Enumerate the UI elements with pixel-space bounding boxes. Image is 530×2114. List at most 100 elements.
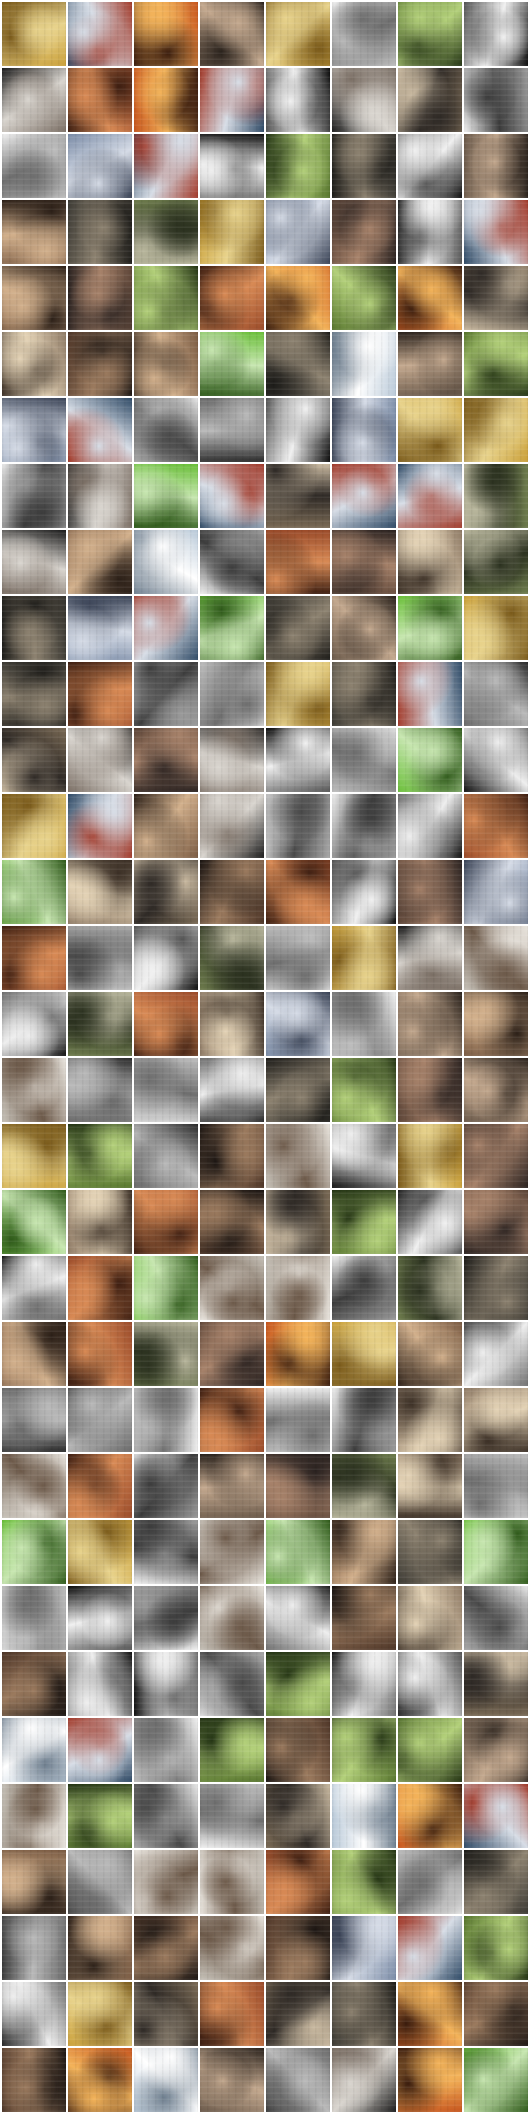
- image-tile: [464, 794, 528, 858]
- tile-texture: [266, 1190, 330, 1254]
- image-tile: [266, 1850, 330, 1914]
- image-tile: [2, 1454, 66, 1518]
- image-tile: [68, 596, 132, 660]
- tile-texture: [266, 68, 330, 132]
- image-tile: [134, 2, 198, 66]
- tile-texture: [398, 1388, 462, 1452]
- image-tile: [332, 134, 396, 198]
- tile-texture: [200, 266, 264, 330]
- tile-texture: [332, 134, 396, 198]
- image-tile: [464, 1652, 528, 1716]
- image-tile: [398, 1718, 462, 1782]
- image-tile: [68, 530, 132, 594]
- tile-texture: [200, 1850, 264, 1914]
- tile-texture: [134, 596, 198, 660]
- tile-texture: [2, 1256, 66, 1320]
- image-tile: [68, 1322, 132, 1386]
- image-tile: [2, 1388, 66, 1452]
- image-tile: [2, 530, 66, 594]
- image-tile: [2, 398, 66, 462]
- tile-texture: [134, 134, 198, 198]
- tile-texture: [464, 1520, 528, 1584]
- image-tile: [68, 266, 132, 330]
- image-tile: [266, 1322, 330, 1386]
- image-tile: [200, 398, 264, 462]
- tile-texture: [464, 1124, 528, 1188]
- image-tile: [2, 68, 66, 132]
- tile-texture: [134, 1520, 198, 1584]
- image-tile: [134, 200, 198, 264]
- tile-texture: [68, 1058, 132, 1122]
- tile-texture: [68, 332, 132, 396]
- tile-texture: [398, 1124, 462, 1188]
- image-tile: [398, 200, 462, 264]
- tile-texture: [266, 860, 330, 924]
- image-tile: [398, 1850, 462, 1914]
- tile-texture: [2, 1586, 66, 1650]
- image-tile: [200, 794, 264, 858]
- tile-texture: [200, 992, 264, 1056]
- image-tile: [464, 134, 528, 198]
- tile-texture: [332, 1850, 396, 1914]
- image-tile: [332, 1388, 396, 1452]
- tile-texture: [200, 1256, 264, 1320]
- tile-texture: [398, 200, 462, 264]
- image-tile: [398, 1256, 462, 1320]
- tile-texture: [134, 1718, 198, 1782]
- tile-texture: [2, 662, 66, 726]
- tile-texture: [464, 332, 528, 396]
- image-tile: [200, 1784, 264, 1848]
- tile-texture: [68, 1850, 132, 1914]
- image-tile: [134, 332, 198, 396]
- tile-texture: [266, 662, 330, 726]
- tile-texture: [398, 926, 462, 990]
- tile-texture: [200, 728, 264, 792]
- image-tile: [398, 1058, 462, 1122]
- tile-texture: [266, 1256, 330, 1320]
- tile-texture: [398, 134, 462, 198]
- tile-texture: [68, 596, 132, 660]
- image-tile: [266, 530, 330, 594]
- tile-texture: [464, 2, 528, 66]
- image-tile: [332, 992, 396, 1056]
- image-tile: [266, 1718, 330, 1782]
- tile-texture: [2, 332, 66, 396]
- tile-texture: [200, 596, 264, 660]
- tile-texture: [2, 1784, 66, 1848]
- tile-texture: [464, 1322, 528, 1386]
- image-tile: [398, 728, 462, 792]
- image-tile: [200, 1322, 264, 1386]
- tile-texture: [266, 794, 330, 858]
- tile-texture: [68, 1520, 132, 1584]
- image-tile: [332, 1256, 396, 1320]
- image-tile: [134, 1454, 198, 1518]
- image-tile: [68, 1388, 132, 1452]
- image-tile: [68, 1256, 132, 1320]
- tile-texture: [200, 662, 264, 726]
- image-tile: [332, 1586, 396, 1650]
- tile-texture: [398, 68, 462, 132]
- image-tile: [464, 332, 528, 396]
- image-tile: [266, 398, 330, 462]
- image-tile: [332, 2, 396, 66]
- tile-texture: [2, 992, 66, 1056]
- image-tile: [398, 530, 462, 594]
- image-tile: [200, 1190, 264, 1254]
- image-tile: [134, 530, 198, 594]
- image-tile: [464, 992, 528, 1056]
- tile-texture: [398, 1850, 462, 1914]
- image-tile: [200, 1916, 264, 1980]
- image-tile: [200, 2048, 264, 2112]
- image-tile: [134, 1058, 198, 1122]
- tile-texture: [332, 1454, 396, 1518]
- tile-texture: [68, 398, 132, 462]
- image-tile: [266, 1388, 330, 1452]
- image-tile: [398, 1388, 462, 1452]
- image-tile: [332, 1718, 396, 1782]
- image-tile: [68, 398, 132, 462]
- tile-texture: [2, 1916, 66, 1980]
- tile-texture: [2, 1652, 66, 1716]
- image-tile: [200, 2, 264, 66]
- image-tile: [398, 662, 462, 726]
